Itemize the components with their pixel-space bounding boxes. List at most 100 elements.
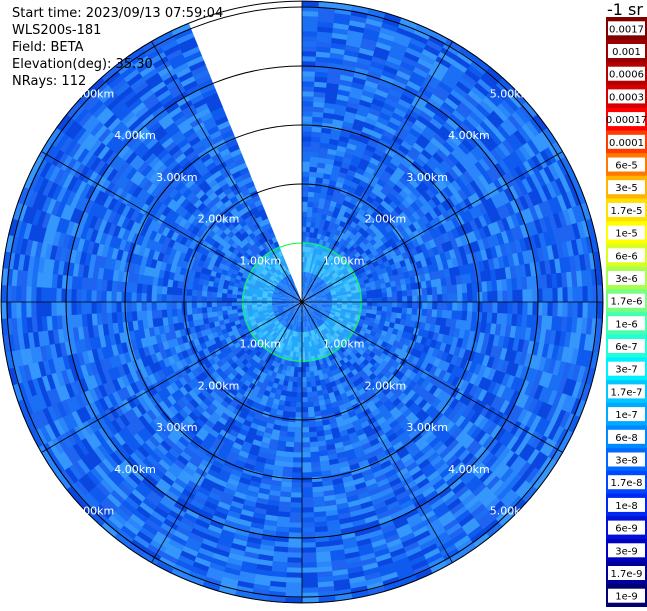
heatmap-cell xyxy=(472,292,478,303)
heatmap-cell xyxy=(512,302,518,316)
heatmap-cell xyxy=(291,467,302,473)
heatmap-cell xyxy=(387,302,393,308)
heatmap-cell xyxy=(527,289,533,304)
heatmap-cell xyxy=(290,492,302,498)
heatmap-cell xyxy=(300,572,317,578)
heatmap-cell xyxy=(301,487,313,493)
heatmap-cell xyxy=(301,517,315,523)
heatmap-cell xyxy=(301,512,315,518)
heatmap-cell xyxy=(301,472,312,478)
heatmap-cell xyxy=(482,292,488,304)
heatmap-cell xyxy=(292,452,302,458)
heatmap-cell xyxy=(492,291,498,303)
heatmap-cell xyxy=(300,542,316,548)
heatmap-cell xyxy=(507,290,513,303)
heatmap-cell xyxy=(302,161,311,167)
heatmap-cell xyxy=(306,377,311,383)
heatmap-cell xyxy=(577,286,583,304)
heatmap-cell xyxy=(300,557,317,563)
heatmap-cell xyxy=(295,412,302,418)
heatmap-cell xyxy=(302,86,316,92)
heatmap-cell xyxy=(302,176,310,182)
heatmap-cell xyxy=(477,302,483,313)
heatmap-cell xyxy=(412,302,418,309)
heatmap-cell xyxy=(377,293,383,298)
heatmap-cell xyxy=(557,287,563,304)
heatmap-cell xyxy=(302,126,313,132)
heatmap-cell xyxy=(302,131,313,137)
heatmap-cell xyxy=(502,290,508,303)
heatmap-cell xyxy=(422,302,428,310)
heatmap-cell xyxy=(300,527,315,533)
heatmap-cell xyxy=(552,288,558,304)
heatmap-cell xyxy=(567,287,573,304)
heatmap-cell xyxy=(226,305,232,310)
heatmap-cell xyxy=(305,372,310,378)
heatmap-cell xyxy=(296,392,302,398)
heatmap-cell xyxy=(302,121,313,127)
heatmap-cell xyxy=(447,302,453,312)
heatmap-cell xyxy=(442,302,448,311)
heatmap-cell xyxy=(497,291,503,304)
heatmap-cell xyxy=(472,302,478,313)
heatmap-cell xyxy=(289,507,302,513)
heatmap-cell xyxy=(301,497,314,503)
heatmap-cell xyxy=(302,116,314,122)
heatmap-cell xyxy=(392,302,398,308)
heatmap-cell xyxy=(301,467,312,473)
heatmap-cell xyxy=(300,522,314,528)
heatmap-cell xyxy=(305,362,309,368)
heatmap-cell xyxy=(572,287,578,304)
heatmap-cell xyxy=(487,302,493,314)
heatmap-cell xyxy=(296,387,302,393)
heatmap-cell xyxy=(301,457,311,463)
heatmap-cell xyxy=(293,432,302,438)
heatmap-cell xyxy=(293,437,302,443)
heatmap-cell xyxy=(302,96,315,102)
heatmap-cell xyxy=(477,292,483,304)
heatmap-cell xyxy=(542,288,548,304)
heatmap-cell xyxy=(292,457,302,463)
heatmap-cell xyxy=(437,302,443,311)
heatmap-cell xyxy=(302,186,309,192)
heatmap-cell xyxy=(302,101,315,107)
heatmap-cell xyxy=(300,582,318,588)
heatmap-cell xyxy=(291,472,302,478)
heatmap-cell xyxy=(507,302,513,315)
heatmap-cell xyxy=(512,290,518,304)
heatmap-cell xyxy=(302,211,308,217)
heatmap-cell xyxy=(457,302,463,312)
heatmap-cell xyxy=(562,287,568,304)
heatmap-cell xyxy=(302,151,312,157)
heatmap-cell xyxy=(352,296,358,300)
heatmap-cell xyxy=(289,497,302,503)
heatmap-cell xyxy=(289,502,302,508)
heatmap-cell xyxy=(302,146,312,152)
heatmap-cell xyxy=(294,422,302,428)
heatmap-cell xyxy=(487,291,493,303)
heatmap-cell xyxy=(301,477,313,483)
heatmap-cell xyxy=(221,306,227,311)
heatmap-cell xyxy=(301,502,314,508)
heatmap-cell xyxy=(290,482,302,488)
heatmap-cell xyxy=(492,302,498,314)
heatmap-cell xyxy=(547,288,553,304)
heatmap-cell xyxy=(432,302,438,311)
heatmap-cell xyxy=(300,567,317,573)
heatmap-cell xyxy=(462,302,468,313)
heatmap-cell xyxy=(236,305,242,309)
heatmap-cell xyxy=(293,447,303,453)
heatmap-cell xyxy=(497,302,503,315)
heatmap-cell xyxy=(300,552,316,558)
heatmap-cell xyxy=(452,302,458,312)
heatmap-cell xyxy=(502,302,508,315)
heatmap-cell xyxy=(293,442,302,448)
heatmap-cell xyxy=(302,206,308,212)
heatmap-cell xyxy=(300,562,317,568)
heatmap-cell xyxy=(290,487,302,493)
heatmap-cell xyxy=(302,106,314,112)
heatmap-cell xyxy=(362,295,368,299)
heatmap-cell xyxy=(457,293,463,303)
